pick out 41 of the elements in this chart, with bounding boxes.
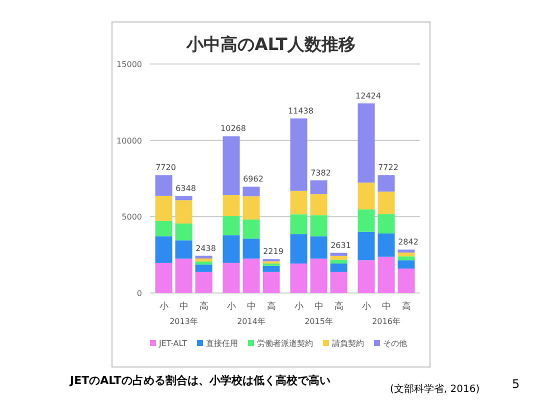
text: 2015年	[304, 317, 333, 326]
text: 2013年	[170, 317, 198, 326]
y-tick-label: 10000	[116, 136, 142, 146]
total-label: 2631	[330, 240, 351, 250]
text: 2016年	[372, 317, 400, 326]
legend-label: 直接任用	[206, 339, 238, 348]
text: 5	[512, 377, 520, 391]
x-tick-label: 高	[266, 301, 276, 312]
total-label: 12424	[356, 91, 381, 100]
total-label: 7382	[310, 168, 331, 178]
chart-title: 小中高のALT人数推移	[186, 35, 356, 55]
x-tick-label: 小	[159, 301, 168, 312]
y-tick-label: 0	[136, 289, 142, 298]
y-tick-label: 15000	[116, 60, 142, 69]
total-label: 2438	[196, 244, 216, 253]
x-tick-label: 中	[382, 301, 391, 312]
total-label: 2842	[398, 238, 418, 247]
legend-label: 労働者派遣契約	[257, 339, 313, 348]
text: (文部科学省, 2016)	[390, 383, 480, 395]
total-label: 7722	[378, 163, 398, 172]
x-tick-label: 小	[294, 301, 304, 312]
x-tick-label: 中	[314, 301, 324, 312]
x-tick-label: 中	[246, 301, 256, 312]
total-label: 6962	[243, 174, 264, 184]
legend-label: JET-ALT	[158, 339, 188, 348]
legend-label: その他	[383, 339, 407, 348]
text: 2014年	[237, 317, 266, 326]
y-tick-label: 5000	[122, 212, 142, 222]
legend-label: 請負契約	[332, 339, 364, 348]
text: JETのALTの占める割合は、小学校は低く高校で高い	[69, 374, 330, 387]
x-tick-label: 高	[199, 301, 208, 312]
total-label: 6348	[176, 184, 196, 194]
total-label: 11438	[288, 106, 314, 116]
x-tick-label: 高	[334, 301, 344, 312]
x-tick-label: 中	[179, 301, 188, 312]
total-label: 10268	[220, 124, 246, 134]
x-tick-label: 高	[402, 301, 411, 312]
x-tick-label: 小	[362, 301, 371, 312]
x-tick-label: 小	[226, 301, 236, 312]
total-label: 7720	[156, 163, 176, 172]
total-label: 2219	[263, 247, 284, 256]
